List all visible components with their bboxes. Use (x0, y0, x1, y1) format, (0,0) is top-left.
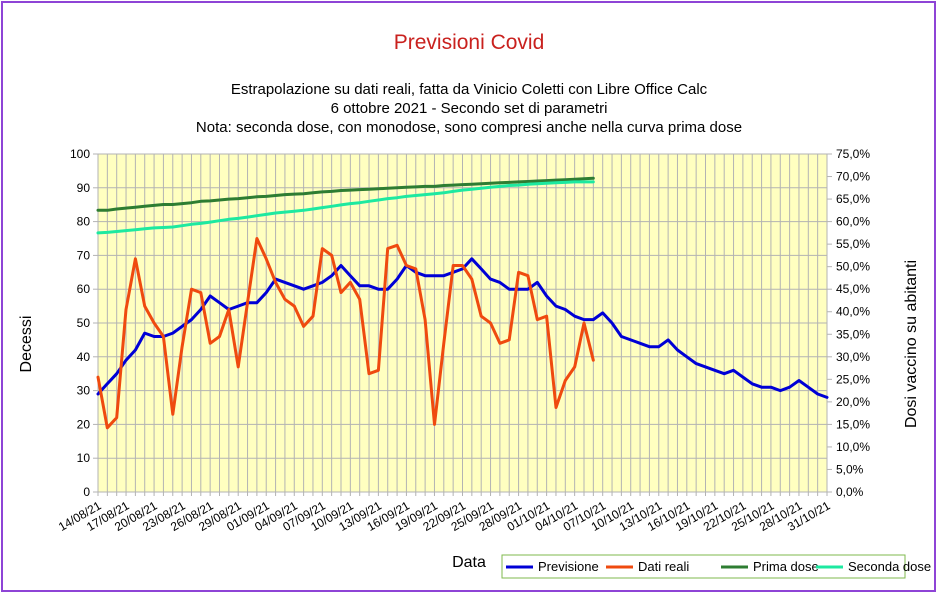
series-layer (96, 176, 829, 430)
y-tick-label: 0 (83, 485, 90, 499)
series-line-prima-dose (96, 176, 595, 212)
series-line-seconda-dose (96, 180, 595, 235)
x-axis-title: Data (452, 554, 486, 571)
legend: Previsione Dati reali Prima dose Seconda do… (501, 554, 931, 579)
legend-label: Previsione (538, 559, 599, 574)
y2-tick-label: 75,0% (836, 147, 870, 161)
y2-tick-label: 0,0% (836, 485, 864, 499)
series-line-dati-reali (96, 237, 595, 430)
y2-axis-ticks: 0,0% 5,0% 10,0% 15,0% 20,0% 25,0% 30,0% 35,0% 40… (827, 147, 870, 499)
legend-label: Dati reali (638, 559, 689, 574)
x-axis-ticks: 14/08/2117/08/2120/08/2123/08/2126/08/21… (56, 492, 833, 534)
y2-tick-label: 60,0% (836, 215, 870, 229)
y2-tick-label: 50,0% (836, 260, 870, 274)
y-tick-label: 60 (77, 282, 91, 296)
chart-subtitle-line-1: Estrapolazione su dati reali, fatta da V… (231, 81, 708, 98)
y2-tick-label: 25,0% (836, 372, 870, 386)
y2-tick-label: 30,0% (836, 350, 870, 364)
y-tick-label: 30 (77, 384, 91, 398)
y2-tick-label: 5,0% (836, 462, 864, 476)
y-tick-label: 70 (77, 248, 91, 262)
series-line-previsione (96, 257, 829, 399)
y-tick-label: 50 (77, 316, 91, 330)
y-tick-label: 10 (77, 451, 91, 465)
y-tick-label: 80 (77, 215, 91, 229)
legend-box (501, 554, 906, 579)
y-tick-label: 40 (77, 350, 91, 364)
y-tick-label: 90 (77, 181, 91, 195)
y2-tick-label: 40,0% (836, 305, 870, 319)
y2-tick-label: 45,0% (836, 282, 870, 296)
chart-title: Previsioni Covid (394, 31, 545, 54)
y2-axis-title: Dosi vaccino su abitanti (903, 260, 920, 428)
chart-subtitle-line-2: 6 ottobre 2021 - Secondo set di parametr… (331, 100, 608, 117)
legend-label: Prima dose (753, 559, 819, 574)
chart-subtitle-line-3: Nota: seconda dose, con monodose, sono c… (196, 119, 742, 136)
y-tick-label: 20 (77, 417, 91, 431)
chart: Previsioni Covid Estrapolazione su dati … (18, 31, 931, 579)
y2-tick-label: 10,0% (836, 440, 870, 454)
y2-tick-label: 65,0% (836, 192, 870, 206)
y2-tick-label: 70,0% (836, 170, 870, 184)
y-axis-title: Decessi (18, 316, 35, 373)
y-axis-ticks: 0 10 20 30 40 50 60 70 80 90 100 (70, 147, 98, 499)
y2-tick-label: 55,0% (836, 237, 870, 251)
y2-tick-label: 15,0% (836, 417, 870, 431)
y2-tick-label: 35,0% (836, 327, 870, 341)
legend-label: Seconda dose (848, 559, 931, 574)
y2-tick-label: 20,0% (836, 395, 870, 409)
y-tick-label: 100 (70, 147, 90, 161)
